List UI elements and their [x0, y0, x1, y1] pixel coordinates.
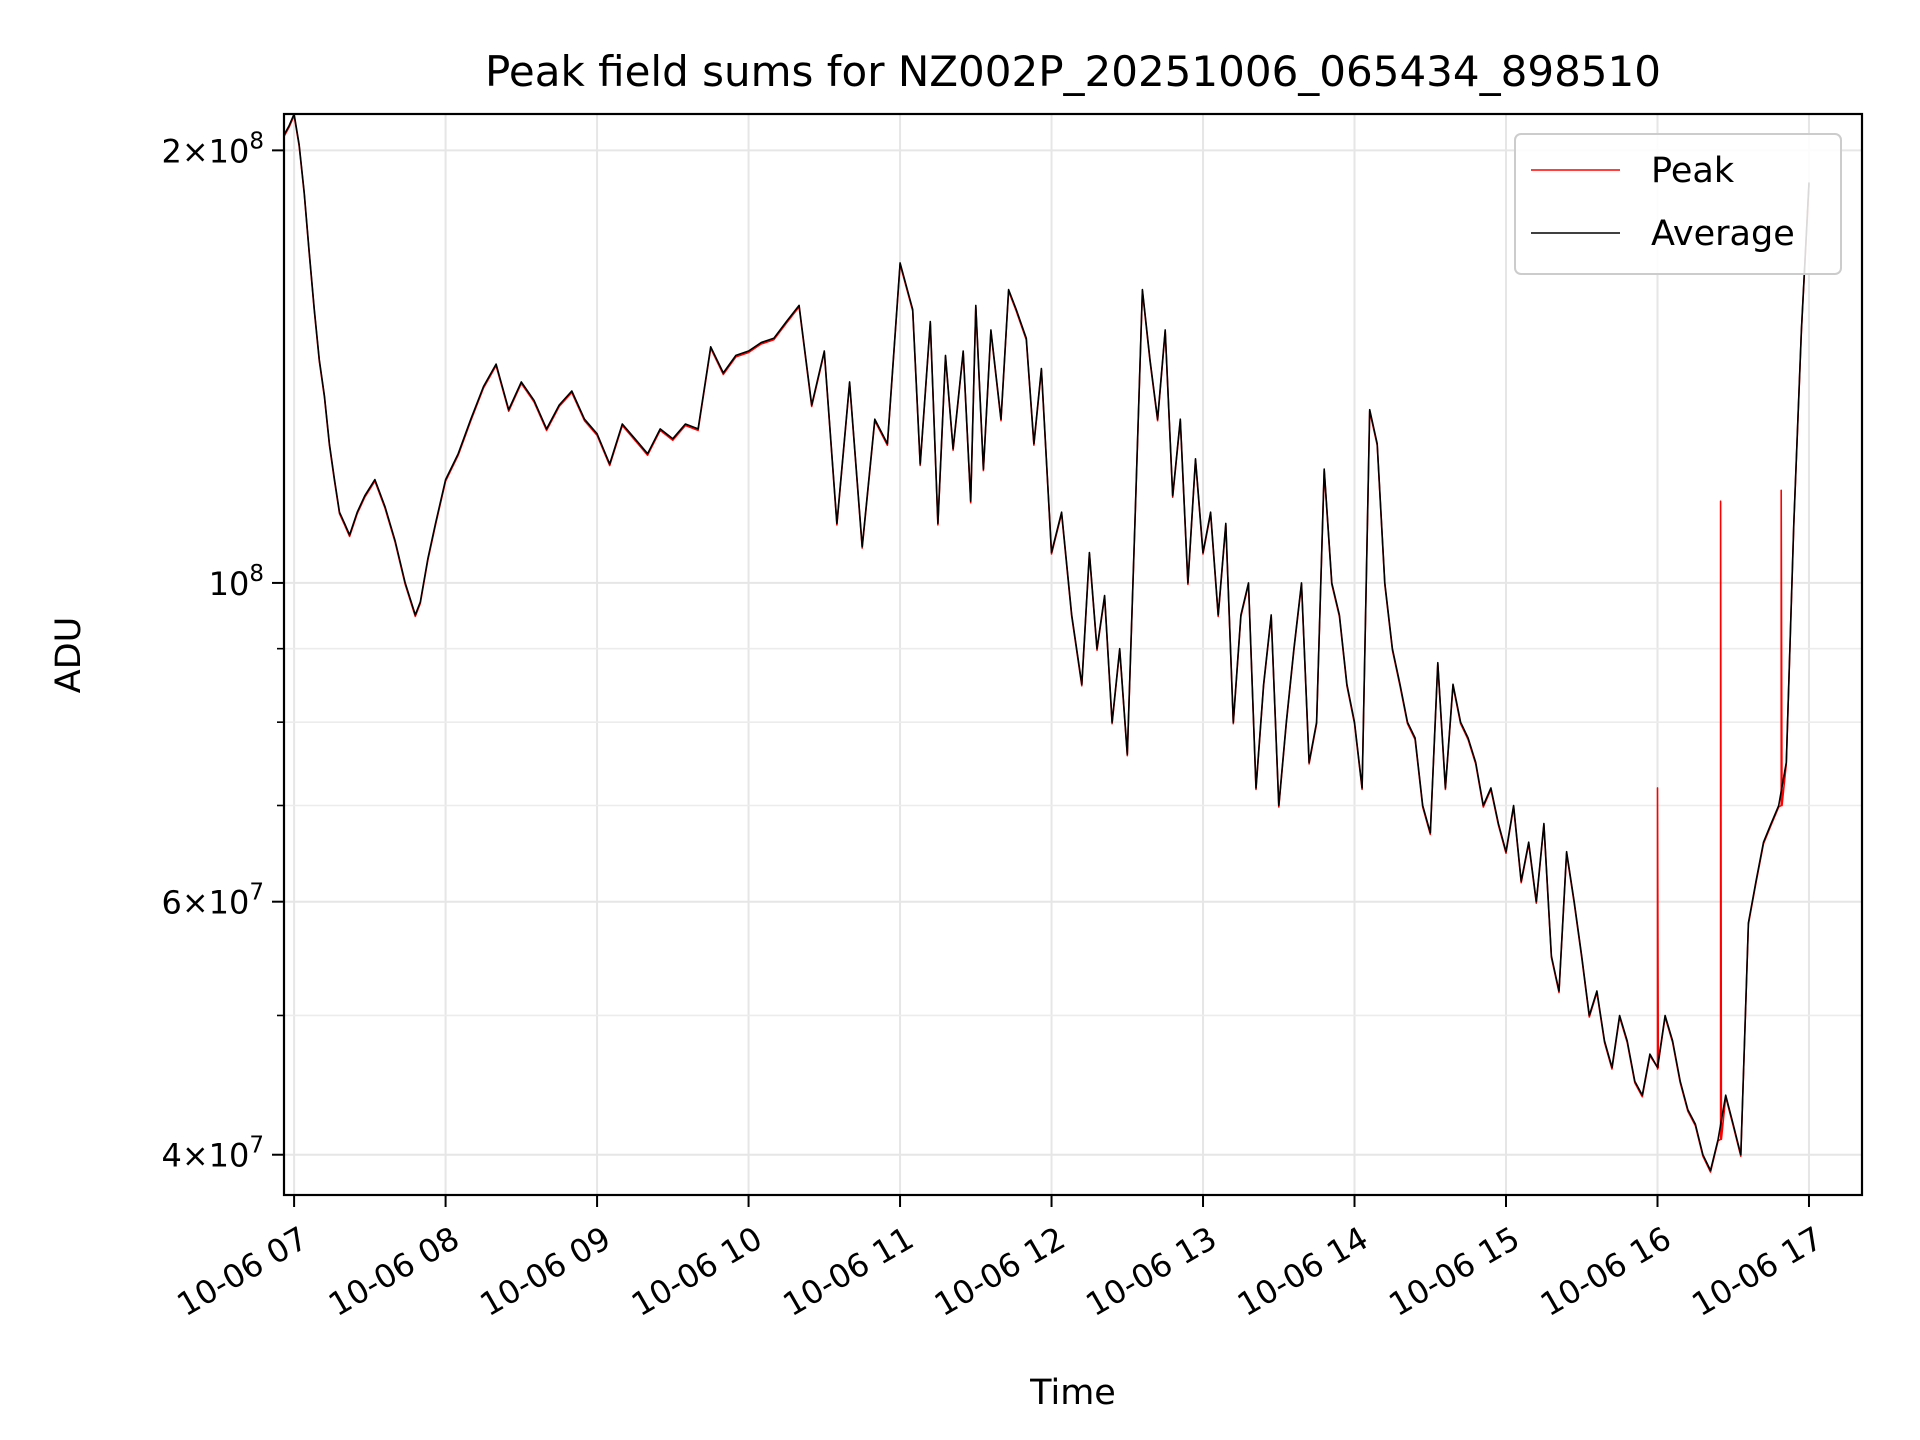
y-tick-label: 108: [209, 561, 264, 603]
legend: Peak Average: [1514, 133, 1842, 275]
legend-label-average: Average: [1651, 214, 1795, 254]
series-average-line: [284, 114, 1810, 1172]
plot-frame: [282, 112, 1864, 1197]
series: [284, 114, 1810, 1173]
y-tick-label: 6×107: [161, 880, 264, 922]
y-tick-label: 2×108: [161, 128, 264, 170]
grid: [284, 114, 1862, 1195]
y-tick-label: 4×107: [161, 1133, 264, 1175]
y-axis-label: ADU: [49, 617, 89, 694]
chart-title: Peak field sums for NZ002P_20251006_0654…: [485, 47, 1661, 96]
legend-label-peak: Peak: [1651, 151, 1735, 191]
x-axis-label: Time: [1029, 1373, 1116, 1413]
legend-box: [1514, 133, 1842, 275]
